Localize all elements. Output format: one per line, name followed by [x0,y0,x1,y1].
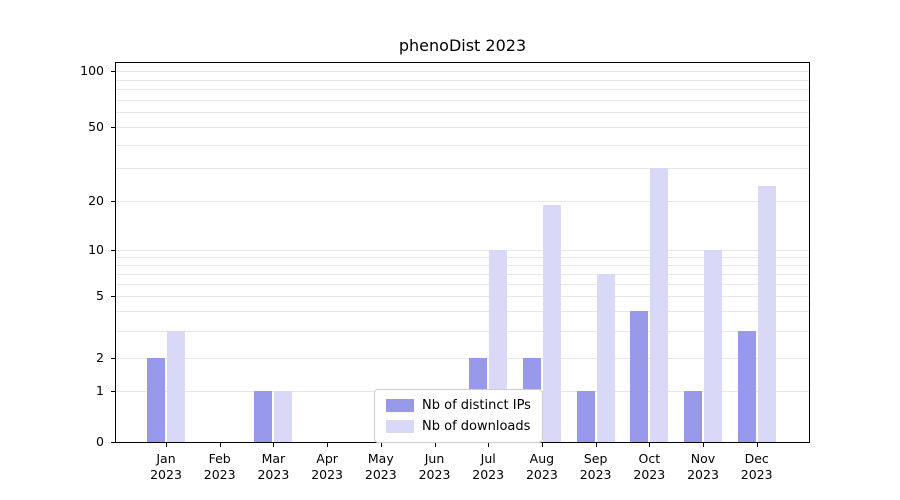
legend: Nb of distinct IPs Nb of downloads [374,389,543,443]
gridlines [116,63,809,442]
bar-distinct-ips [630,311,649,442]
gridline [116,127,809,128]
bar-downloads [650,168,669,442]
bar-downloads [757,186,776,442]
x-tick-label: Oct 2023 [633,451,666,482]
gridline [116,311,809,313]
legend-swatch-ips [386,399,414,412]
bar-downloads [596,273,615,442]
legend-item-distinct-ips: Nb of distinct IPs [386,398,531,413]
x-tick-mark [488,443,490,447]
plot-area: Nb of distinct IPs Nb of downloads [115,62,810,443]
legend-swatch-downloads [386,420,414,433]
y-tick-label: 100 [80,63,104,78]
gridline [116,112,809,114]
gridline [116,168,809,170]
bar-distinct-ips [576,391,595,442]
x-tick-mark [703,443,704,447]
x-tick-mark [273,443,275,447]
gridline [116,79,809,81]
legend-label: Nb of distinct IPs [422,398,531,413]
x-tick-mark [166,443,167,447]
legend-label: Nb of downloads [422,419,531,434]
x-tick-label: Jun 2023 [418,451,451,482]
bar-downloads [167,330,185,442]
gridline [116,99,809,101]
x-tick-label: May 2023 [364,451,397,482]
chart-title: phenoDist 2023 [398,36,527,55]
x-tick-label: Sep 2023 [579,451,612,482]
x-tick-mark [595,443,597,447]
gridline [116,296,809,297]
gridline [116,201,809,202]
gridline [116,256,809,258]
y-tick-label: 20 [88,193,104,208]
x-tick-label: Nov 2023 [687,451,719,482]
x-tick-label: Dec 2023 [740,451,773,482]
x-tick-mark [327,443,329,447]
y-tick-label: 10 [88,242,104,257]
x-tick-label: Jul 2023 [472,451,505,482]
y-tick-label: 0 [96,434,104,449]
bar-distinct-ips [737,330,756,442]
bar-downloads [274,391,293,442]
x-tick-mark [649,443,651,447]
bar-distinct-ips [684,391,702,442]
x-tick-label: Apr 2023 [311,451,343,482]
y-tick-label: 1 [96,383,104,398]
gridline [116,273,809,275]
gridline [116,283,809,285]
x-tick-mark [756,443,758,447]
bar-distinct-ips [147,358,165,442]
x-tick-label: Feb 2023 [203,451,236,482]
x-tick-mark [219,443,221,447]
bars [116,63,809,442]
gridline [116,250,809,251]
x-tick-label: Jan 2023 [150,451,182,482]
x-tick-label: Aug 2023 [525,451,558,482]
gridline [116,264,809,266]
x-tick-label: Mar 2023 [257,451,290,482]
gridline [116,358,809,359]
gridline [116,71,809,72]
y-tick-label: 2 [96,350,104,365]
x-tick-mark [380,443,382,447]
bar-downloads [704,250,722,442]
legend-item-downloads: Nb of downloads [386,419,531,434]
gridline [116,330,809,332]
bar-distinct-ips [254,391,273,442]
x-tick-mark [434,443,436,447]
bar-downloads [542,204,561,442]
x-tick-mark [541,443,543,447]
gridline [116,89,809,91]
gridline [116,145,809,147]
y-tick-label: 5 [96,288,104,303]
y-tick-label: 50 [88,119,104,134]
